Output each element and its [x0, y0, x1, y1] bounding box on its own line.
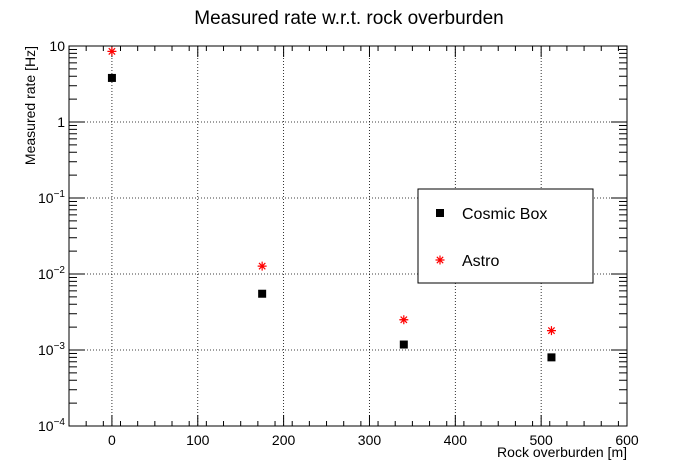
x-tick-label: 100: [186, 432, 210, 448]
data-point: [546, 326, 556, 336]
y-tick-exponent: −1: [54, 189, 66, 200]
data-point: [257, 261, 267, 271]
x-tick-label: 0: [108, 432, 116, 448]
data-point: [547, 353, 556, 362]
data-point: [399, 340, 408, 349]
legend-label: Cosmic Box: [462, 206, 547, 223]
x-tick-label: 600: [615, 432, 639, 448]
x-tick-label: 400: [444, 432, 468, 448]
y-tick-label: 1: [57, 114, 65, 130]
y-tick-exponent: −2: [54, 265, 66, 276]
x-axis-label: Rock overburden [m]: [497, 444, 627, 460]
data-point: [399, 315, 409, 325]
series-cosmic-box: [107, 73, 556, 362]
legend-label: Astro: [462, 253, 499, 270]
data-marks: [107, 46, 556, 362]
x-tick-label: 300: [358, 432, 382, 448]
x-axis: 0 100 200 300 400 500 600: [68, 46, 639, 448]
legend-marker: [436, 209, 444, 217]
plot-frame: [68, 45, 628, 427]
y-tick-label: 10: [49, 38, 65, 54]
x-tick-label: 500: [529, 432, 553, 448]
y-tick-exponent: −4: [54, 417, 66, 428]
y-tick-exponent: −3: [54, 341, 66, 352]
data-point: [107, 73, 116, 82]
legend-box: [417, 188, 594, 284]
data-point: [258, 289, 267, 298]
legend-marker: [435, 255, 445, 265]
y-axis-label: Measured rate [Hz]: [22, 46, 38, 165]
series-astro: [107, 46, 556, 336]
legend: Cosmic Box Astro: [417, 188, 594, 284]
chart-title: Measured rate w.r.t. rock overburden: [194, 8, 503, 29]
data-point: [107, 46, 117, 56]
x-tick-label: 200: [272, 432, 296, 448]
